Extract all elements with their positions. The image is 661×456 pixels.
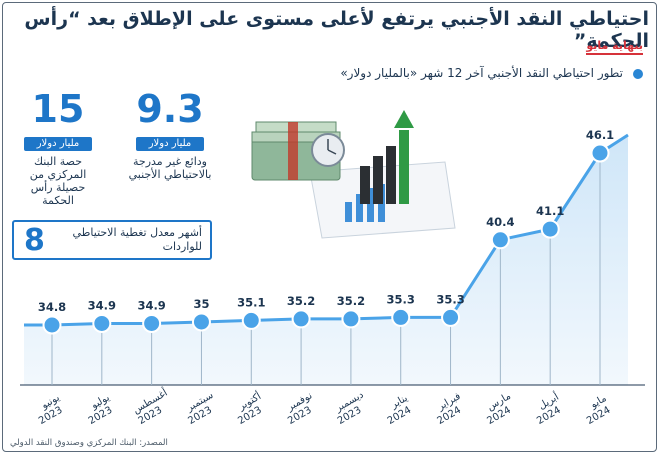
deposits-unit: مليار دولار — [136, 137, 204, 151]
share-description: حصة البنك المركزي من حصيلة رأس الحكمة — [29, 155, 87, 207]
deposits-number: 9.3 — [136, 87, 204, 131]
data-label: 35.3 — [387, 292, 415, 306]
page-title: احتياطي النقد الأجنبي يرتفع لأعلى مستوى … — [24, 8, 649, 52]
cover-box: 8 أشهر معدل تغطية الاحتياطي للواردات — [12, 220, 212, 260]
share-unit: مليار دولار — [24, 137, 92, 151]
source-note: المصدر: البنك المركزي وصندوق النقد الدول… — [10, 438, 168, 448]
data-point — [590, 143, 610, 163]
data-point — [490, 230, 510, 250]
data-label: 35.1 — [237, 295, 265, 309]
series-area — [24, 135, 628, 385]
data-label: 34.9 — [137, 298, 165, 312]
data-point — [191, 312, 211, 332]
data-label: 46.1 — [586, 128, 614, 142]
data-point — [92, 313, 112, 333]
data-point — [291, 309, 311, 329]
data-point — [341, 309, 361, 329]
data-label: 40.4 — [486, 215, 514, 229]
data-label: 35.3 — [436, 292, 464, 306]
data-point — [441, 307, 461, 327]
deposits-description: ودائع غير مدرجة بالاحتياطي الأجنبي — [128, 155, 212, 181]
share-number: 15 — [31, 87, 85, 131]
data-point — [142, 313, 162, 333]
data-point — [540, 219, 560, 239]
data-point — [42, 315, 62, 335]
period-tag: بنهاية مايو — [586, 39, 643, 55]
data-label: 35 — [193, 297, 209, 311]
money-illustration — [251, 110, 456, 239]
cover-number: 8 — [24, 223, 45, 258]
stopwatch-icon — [311, 133, 345, 167]
growth-bars-icon — [360, 110, 414, 204]
data-label: 34.8 — [38, 300, 66, 314]
bullet-icon — [633, 69, 643, 79]
data-label: 35.2 — [287, 294, 315, 308]
data-label: 35.2 — [337, 294, 365, 308]
chart-subtitle: تطور احتياطي النقد الأجنبي آخر 12 شهر «ب… — [340, 66, 623, 80]
data-label: 34.9 — [88, 298, 116, 312]
cover-description: أشهر معدل تغطية الاحتياطي للواردات — [72, 226, 202, 253]
data-label: 41.1 — [536, 204, 564, 218]
data-point — [241, 310, 261, 330]
data-point — [391, 307, 411, 327]
